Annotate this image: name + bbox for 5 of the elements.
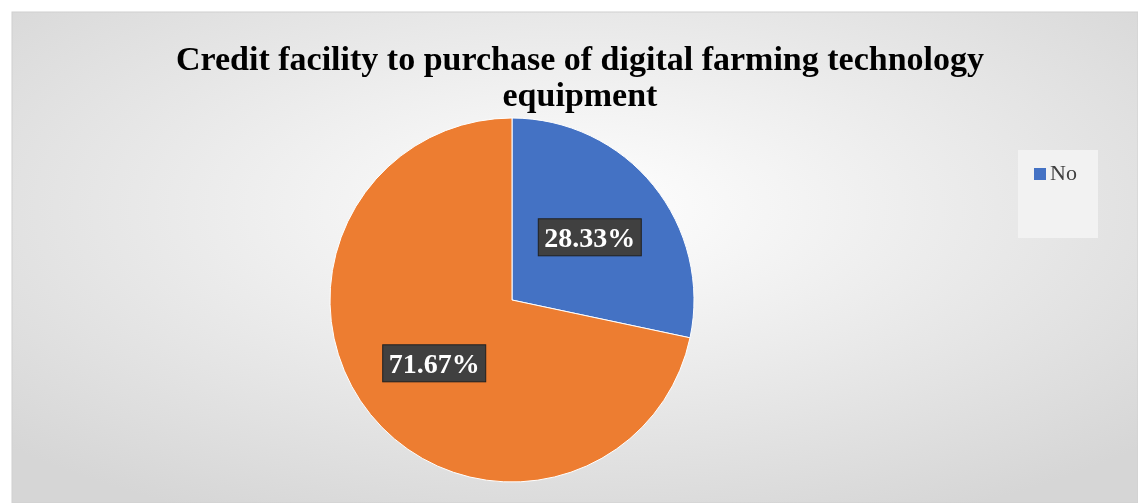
pie-slice (329, 117, 691, 483)
data-label: 28.33% (544, 221, 636, 253)
data-label: 71.67% (388, 347, 480, 379)
legend-label: No (1050, 160, 1077, 185)
chart-title: Credit facility to purchase of digital farming technology equipment (175, 40, 985, 113)
